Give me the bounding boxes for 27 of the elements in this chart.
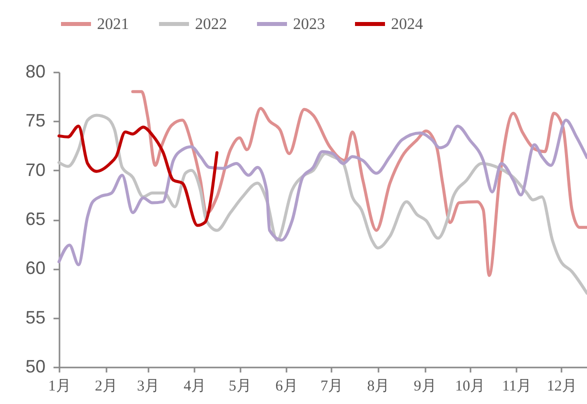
x-tick-label: 1月 bbox=[48, 378, 71, 394]
y-tick-label: 55 bbox=[25, 307, 46, 328]
x-tick-label: 4月 bbox=[184, 378, 206, 394]
x-tick-label: 9月 bbox=[414, 378, 436, 394]
y-tick-label: 80 bbox=[25, 62, 46, 82]
legend-label: 2021 bbox=[97, 16, 129, 33]
line-series bbox=[131, 90, 587, 278]
line-series bbox=[58, 114, 587, 295]
x-tick-label: 8月 bbox=[367, 378, 390, 394]
line-series bbox=[58, 118, 587, 266]
x-tick-label: 3月 bbox=[137, 378, 160, 394]
y-tick-label: 50 bbox=[25, 356, 46, 376]
x-tick-label: 12月 bbox=[546, 378, 577, 394]
legend-label: 2023 bbox=[293, 16, 325, 33]
y-tick-label: 70 bbox=[25, 160, 46, 180]
line-series bbox=[58, 124, 218, 227]
x-tick-label: 2月 bbox=[94, 378, 118, 394]
y-tick-label: 65 bbox=[25, 209, 46, 229]
x-tick-label: 7月 bbox=[320, 378, 344, 394]
legend-label: 2022 bbox=[195, 16, 227, 33]
x-tick-label: 11月 bbox=[502, 378, 532, 394]
x-tick-label: 10月 bbox=[455, 378, 486, 394]
y-tick-label: 75 bbox=[25, 110, 46, 131]
legend-label: 2024 bbox=[391, 16, 423, 33]
x-tick-label: 6月 bbox=[275, 378, 298, 394]
x-tick-label: 5月 bbox=[228, 378, 252, 394]
y-tick-label: 60 bbox=[25, 258, 46, 278]
